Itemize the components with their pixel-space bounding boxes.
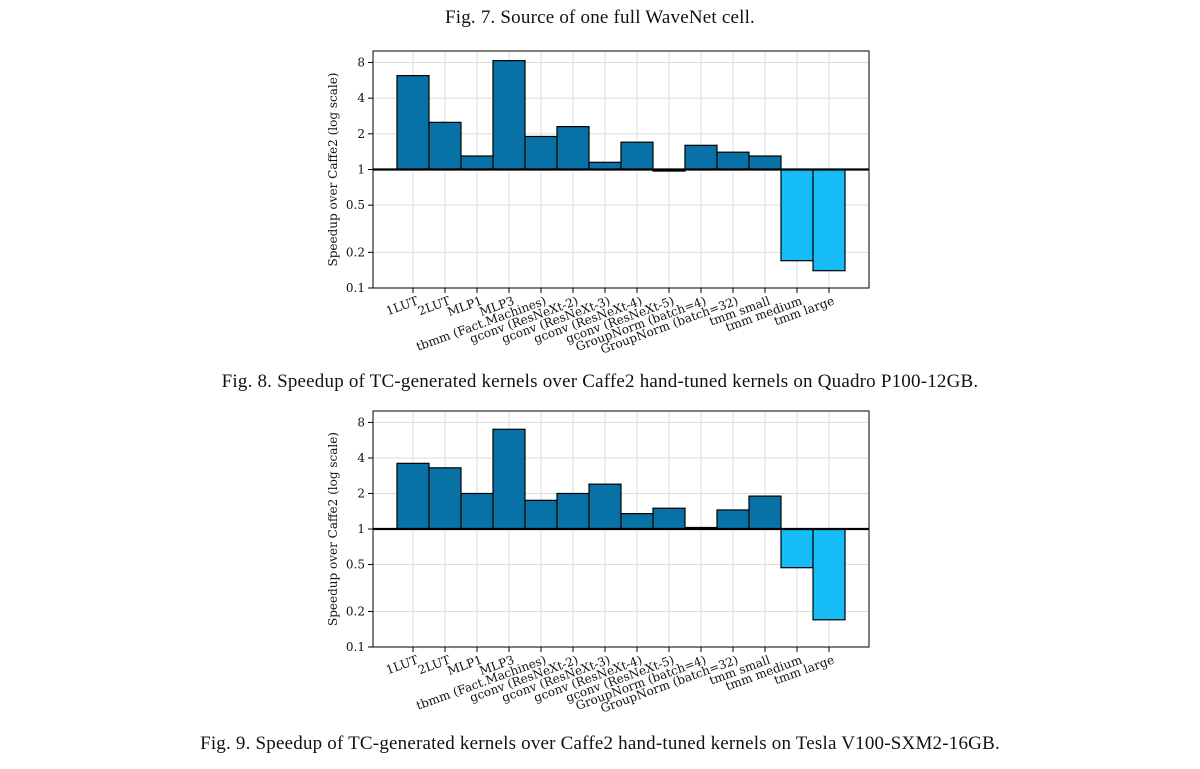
bar-gconv-resnext-5 xyxy=(652,507,686,530)
bar-tmm-large xyxy=(812,168,846,272)
bar-gconv-resnext-2 xyxy=(556,492,590,530)
bar-groupnorm-batch-4 xyxy=(684,144,718,171)
plot-frame xyxy=(372,50,870,289)
bar-mlp1 xyxy=(460,155,494,171)
bar-tmm-small xyxy=(748,155,782,171)
y-tick-label: 2 xyxy=(357,127,365,141)
x-tick-label-tmm-large: tmm large xyxy=(772,294,836,329)
bar-groupnorm-batch-32 xyxy=(716,509,750,530)
figure-8-caption: Fig. 8. Speedup of TC-generated kernels … xyxy=(221,371,979,392)
bar-tmm-small xyxy=(748,495,782,530)
bar-mlp3 xyxy=(492,428,526,530)
y-tick-label: 1 xyxy=(357,522,365,536)
y-tick-label: 0.1 xyxy=(346,640,365,654)
y-tick-label: 4 xyxy=(357,91,365,105)
x-tick-label-1lut: 1LUT xyxy=(384,294,420,318)
bar-mlp3 xyxy=(492,59,526,171)
bar-groupnorm-batch-32 xyxy=(716,151,750,171)
y-axis-label: Speedup over Caffe2 (log scale) xyxy=(326,73,340,267)
bar-gconv-resnext-2 xyxy=(556,126,590,171)
bar-gconv-resnext-3 xyxy=(588,483,622,530)
bar-mlp1 xyxy=(460,492,494,530)
plot-frame xyxy=(372,410,870,648)
bar-1lut xyxy=(396,75,430,171)
y-tick-label: 1 xyxy=(357,163,365,177)
y-tick-label: 8 xyxy=(357,55,365,69)
figure-9-caption: Fig. 9. Speedup of TC-generated kernels … xyxy=(200,733,1000,754)
bar-tbmm-fact-machines xyxy=(524,135,558,171)
bar-2lut xyxy=(428,121,462,171)
bar-1lut xyxy=(396,462,430,530)
bar-tmm-medium xyxy=(780,528,814,569)
y-tick-label: 0.1 xyxy=(346,281,365,295)
y-tick-label: 0.5 xyxy=(346,558,365,572)
y-tick-label: 4 xyxy=(357,451,365,465)
y-tick-label: 0.2 xyxy=(346,245,365,259)
figure-7-caption: Fig. 7. Source of one full WaveNet cell. xyxy=(444,7,756,28)
y-tick-label: 2 xyxy=(357,486,365,500)
bar-gconv-resnext-4 xyxy=(620,141,654,171)
bar-gconv-resnext-4 xyxy=(620,513,654,530)
y-tick-label: 0.5 xyxy=(346,198,365,212)
bar-2lut xyxy=(428,467,462,530)
bar-tmm-large xyxy=(812,528,846,621)
x-tick-label-1lut: 1LUT xyxy=(384,653,420,677)
bar-tmm-medium xyxy=(780,168,814,262)
x-tick-label-tmm-large: tmm large xyxy=(772,653,836,688)
y-axis-label: Speedup over Caffe2 (log scale) xyxy=(326,432,340,626)
bar-tbmm-fact-machines xyxy=(524,499,558,530)
y-tick-label: 8 xyxy=(357,415,365,429)
y-tick-label: 0.2 xyxy=(346,604,365,618)
